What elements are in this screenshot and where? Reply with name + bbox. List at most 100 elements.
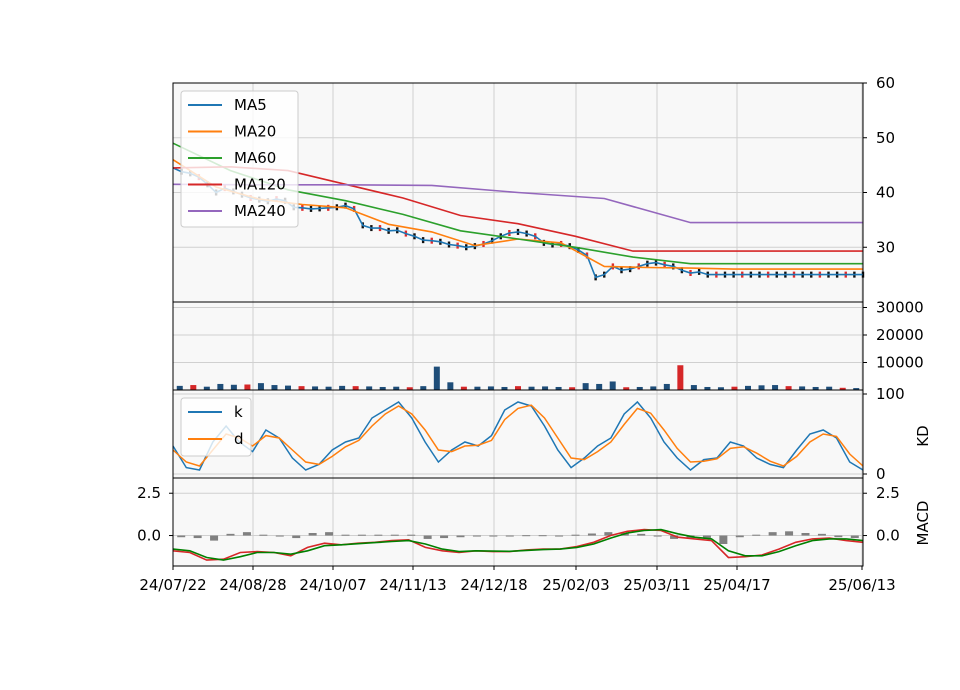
volume-bar <box>596 383 603 390</box>
volume-bar <box>271 385 278 390</box>
volume-bar <box>839 387 846 390</box>
macd-histogram-bar <box>210 535 219 541</box>
volume-bar <box>717 387 724 390</box>
volume-bar <box>758 385 765 390</box>
macd-histogram-bar <box>752 534 761 536</box>
volume-bar <box>650 386 657 390</box>
price-y-tick-label: 60 <box>876 74 895 92</box>
volume-bar <box>555 386 562 390</box>
macd-panel-border <box>172 477 864 567</box>
macd-histogram-bar <box>177 535 186 538</box>
price-y-tick-label: 50 <box>876 129 895 147</box>
kd-y-tick-label: 100 <box>876 385 905 403</box>
volume-bar <box>406 387 413 390</box>
macd-histogram-bar <box>817 533 826 536</box>
macd-axis-title: MACD <box>914 501 932 546</box>
macd-histogram-bar <box>440 535 449 539</box>
macd-histogram-bar <box>472 535 481 537</box>
volume-bar <box>447 382 454 390</box>
macd-histogram-bar <box>325 532 334 536</box>
volume-bar <box>690 385 697 390</box>
x-tick-label: 25/04/17 <box>703 576 770 594</box>
macd-right-y-tick-label: 0.0 <box>876 527 900 545</box>
macd-histogram-bar <box>702 535 711 539</box>
kd-legend-items: kd <box>188 403 244 448</box>
x-tick-label: 24/08/28 <box>219 576 286 594</box>
x-tick-label: 25/06/13 <box>828 576 895 594</box>
volume-bar <box>799 386 806 390</box>
macd-histogram-bar <box>275 535 284 537</box>
legend-label-ma20: MA20 <box>234 123 276 141</box>
legend-label-ma120: MA120 <box>234 176 286 194</box>
volume-bar <box>772 385 779 390</box>
kd-series-line-k <box>172 400 864 471</box>
macd-histogram-bar <box>587 533 596 536</box>
volume-y-tick-label: 10000 <box>876 354 924 372</box>
macd-histogram-bar <box>308 533 317 536</box>
macd-histogram-bar <box>423 535 432 539</box>
macd-histogram-bar <box>735 535 744 538</box>
volume-bar <box>542 386 549 390</box>
macd-histogram-bar <box>785 531 794 536</box>
volume-bar <box>731 386 738 390</box>
axes-layer: 24/07/22 24/08/28 24/10/07 24/11/13 24/12/18… <box>137 74 924 594</box>
macd-histogram-bar <box>801 533 810 536</box>
volume-bar <box>352 386 359 390</box>
macd-histogram-bar <box>341 534 350 536</box>
volume-bar <box>487 386 494 390</box>
macd-histogram-bar <box>193 535 202 539</box>
macd-histogram-bar <box>505 535 514 537</box>
volume-bar <box>853 388 860 390</box>
volume-bar <box>460 386 467 390</box>
volume-bar <box>244 384 251 390</box>
volume-bar <box>285 385 291 390</box>
volume-y-tick-label: 20000 <box>876 326 924 344</box>
volume-bar <box>379 386 386 390</box>
volume-bar <box>609 381 616 390</box>
macd-series-line-1 <box>172 528 864 561</box>
macd-histogram-bar <box>850 535 859 539</box>
macd-histogram-bar <box>719 535 728 544</box>
volume-bar <box>257 383 264 390</box>
kd-panel-bg <box>173 390 863 478</box>
volume-bar <box>312 386 319 390</box>
volume-bar <box>745 385 751 390</box>
volume-bar <box>528 386 535 390</box>
macd-histogram-bar <box>456 535 465 538</box>
macd-left-y-tick-label: 0.0 <box>137 527 161 545</box>
kd-legend-label-k: k <box>234 403 243 421</box>
volume-bar <box>812 386 819 390</box>
macd-histogram-bar <box>538 535 547 537</box>
volume-panel-bg <box>173 302 863 390</box>
x-tick-label: 24/12/18 <box>460 576 527 594</box>
legend-label-ma60: MA60 <box>234 149 276 167</box>
price-legend-box <box>180 90 299 228</box>
macd-histogram-bar <box>670 535 679 539</box>
volume-y-tick-label: 30000 <box>876 299 924 317</box>
macd-right-y-tick-label: 2.5 <box>876 484 900 502</box>
volume-bar <box>339 385 346 390</box>
kd-y-tick-label: 0 <box>876 465 886 483</box>
kd-legend: kd <box>180 397 252 457</box>
macd-histogram-bar <box>571 534 580 536</box>
price-legend-items: MA5 MA20 MA60 MA120 MA240 <box>188 96 286 220</box>
volume-bar <box>366 386 373 390</box>
volume-bar <box>230 384 237 390</box>
volume-bar <box>190 385 197 390</box>
volume-bar <box>393 386 400 390</box>
price-y-tick-label: 30 <box>876 238 895 256</box>
macd-histogram-bar <box>604 532 613 536</box>
volume-bar <box>677 365 684 390</box>
grid-lines <box>172 82 863 566</box>
macd-histogram-bar <box>292 535 301 539</box>
macd-histogram-bar <box>357 534 366 536</box>
macd-histogram-bar <box>226 533 235 536</box>
macd-left-y-tick-label: 2.5 <box>137 484 161 502</box>
macd-histogram-bar <box>653 535 662 537</box>
legend-label-ma240: MA240 <box>234 202 286 220</box>
x-tick-label: 25/03/11 <box>623 576 690 594</box>
volume-bar <box>826 386 833 390</box>
volume-bar <box>474 386 481 390</box>
volume-bar <box>203 386 210 390</box>
kd-axis-title: KD <box>914 425 932 446</box>
